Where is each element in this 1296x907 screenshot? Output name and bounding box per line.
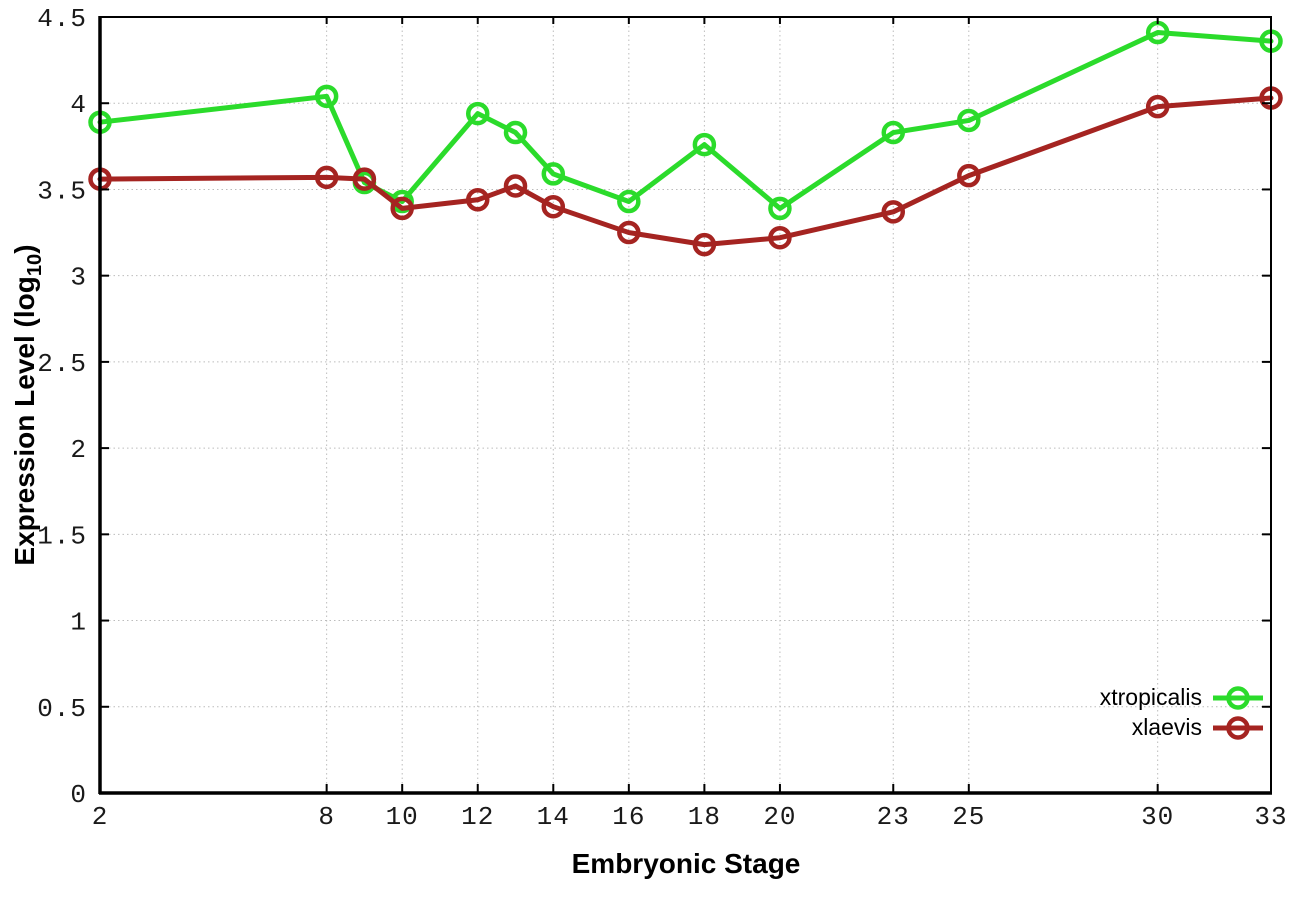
data-point-xlaevis [957,163,981,188]
data-point-xtropicalis [314,84,339,109]
data-point-xtropicalis [768,196,792,221]
legend-sample-xtropicalis [1213,685,1263,710]
data-point-xtropicalis [692,132,717,157]
legend: xtropicalis xlaevis [1100,684,1264,741]
legend-item-xlaevis: xlaevis [1132,714,1264,741]
data-point-xtropicalis [541,162,566,186]
data-point-xlaevis [541,194,566,219]
y-axis-title-suffix: ) [9,244,41,254]
x-tick-label: 33 [1254,802,1287,832]
series-xtropicalis [88,20,1283,221]
legend-label-xlaevis: xlaevis [1131,714,1202,740]
x-tick-label: 16 [612,802,645,832]
series-line-xlaevis [97,95,1274,248]
x-tick-label: 25 [952,802,985,832]
x-tick-label: 10 [386,802,419,832]
data-point-xtropicalis [617,189,641,214]
plot-frame [98,16,1272,795]
x-tick-label: 8 [318,802,335,832]
legend-item-xtropicalis: xtropicalis [1100,684,1264,711]
data-point-xlaevis [768,225,792,250]
frame-rect [99,16,1272,794]
legend-sample-xlaevis [1213,715,1263,740]
data-point-xtropicalis [957,108,981,133]
legend-label-xtropicalis: xtropicalis [1099,684,1202,710]
data-point-xtropicalis [465,101,490,126]
legend-marker-xtropicalis [1226,685,1250,710]
data-point-xlaevis [314,165,339,190]
y-tick-label: 4.5 [37,4,87,34]
y-tick-label: 1.5 [37,521,87,551]
x-tick-label: 20 [763,802,796,832]
y-tick-label: 0.5 [37,694,87,724]
grid-group [100,17,1271,793]
ticks-group: 2 8 10 12 14 16 18 20 23 25 30 33 0 0.5 1 1.5 2 2.5 3 3.5 4 4… [37,4,1287,832]
y-tick-label: 4 [70,90,87,120]
y-axis-title: Expression Level (log10) [9,244,47,565]
x-tick-label: 2 [92,802,109,832]
legend-marker-xlaevis [1226,715,1250,740]
series-xlaevis [88,86,1283,257]
data-point-xlaevis [692,232,717,257]
data-point-xlaevis [503,174,528,198]
data-point-xlaevis [390,196,414,221]
x-tick-label: 14 [537,802,570,832]
data-point-xtropicalis [503,120,528,145]
data-point-xlaevis [1145,94,1170,119]
data-point-xlaevis [617,220,641,245]
y-tick-label: 2.5 [37,349,87,379]
x-axis-title: Embryonic Stage [571,848,801,879]
y-tick-label: 2 [70,435,87,465]
data-point-xtropicalis [881,120,906,145]
y-tick-label: 3 [70,263,87,293]
y-tick-label: 3.5 [37,176,87,206]
x-tick-label: 30 [1141,802,1174,832]
x-tick-label: 23 [877,802,910,832]
data-point-xlaevis [352,167,377,191]
y-axis-title-subscript: 10 [23,253,46,277]
series-line-xtropicalis [97,30,1274,211]
x-tick-label: 12 [461,802,494,832]
data-point-xlaevis [465,188,490,212]
data-point-xlaevis [881,200,906,224]
y-axis-title-text: Expression Level (log [9,276,41,566]
y-tick-label: 1 [70,608,87,638]
x-tick-label: 18 [688,802,721,832]
y-tick-label: 0 [70,780,87,810]
